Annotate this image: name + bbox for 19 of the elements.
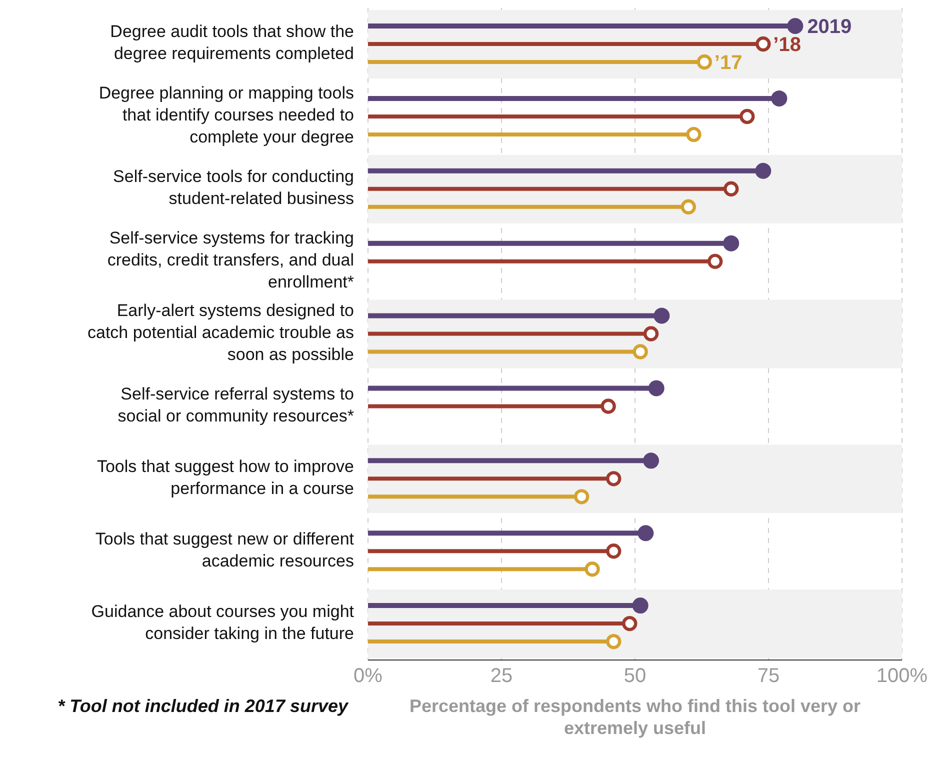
x-axis-title: Percentage of respondents who find this tool very or extremely useful (409, 696, 861, 738)
x-tick-label: 75 (757, 665, 780, 688)
x-tick-label: 50 (624, 665, 646, 688)
y-tick-label: Tools that suggest new or different academic resources (95, 530, 354, 571)
x-tick-label: 25 (490, 665, 513, 688)
y-tick-label: Guidance about courses you might consider taking in the future (91, 602, 354, 644)
series-label: ’18 (773, 34, 801, 56)
x-tick-label: 100% (876, 665, 928, 688)
y-tick-label: Self-service systems for tracking credits, credit transfers, and dual enrollment* (107, 229, 354, 292)
y-tick-label: Self-service tools for conducting student-related business (113, 168, 354, 209)
text: * Tool not included in 2017 survey (56, 696, 348, 717)
y-tick-label: Degree planning or mapping tools that identify courses needed to complete your degree (98, 84, 354, 148)
y-tick-label: Self-service referral systems to social or community resources* (118, 384, 354, 426)
y-tick-label: Tools that suggest how to improve performance in a course (96, 457, 354, 498)
x-tick-label: 0% (354, 665, 383, 688)
y-tick-label: Early-alert systems designed to catch potential academic trouble as soon as possible (88, 301, 354, 364)
y-tick-label: Degree audit tools that show the degree requirements completed (110, 22, 354, 64)
series-label: ’17 (714, 52, 742, 74)
series-label: 2019 (807, 16, 852, 38)
